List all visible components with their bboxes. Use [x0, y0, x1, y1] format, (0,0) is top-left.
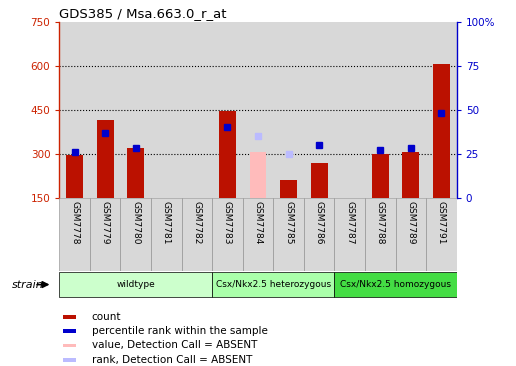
Text: GSM7778: GSM7778 — [70, 201, 79, 245]
Text: GSM7789: GSM7789 — [406, 201, 415, 245]
FancyBboxPatch shape — [273, 198, 304, 271]
Text: GSM7783: GSM7783 — [223, 201, 232, 245]
Bar — [304, 22, 334, 198]
Text: GSM7785: GSM7785 — [284, 201, 293, 245]
Text: GDS385 / Msa.663.0_r_at: GDS385 / Msa.663.0_r_at — [59, 7, 227, 20]
FancyBboxPatch shape — [59, 272, 212, 297]
FancyBboxPatch shape — [243, 198, 273, 271]
Bar — [66, 155, 83, 198]
FancyBboxPatch shape — [212, 272, 334, 297]
FancyBboxPatch shape — [334, 198, 365, 271]
Text: GSM7780: GSM7780 — [131, 201, 140, 245]
Bar — [219, 111, 236, 198]
Bar — [396, 22, 426, 198]
FancyBboxPatch shape — [59, 198, 90, 271]
FancyBboxPatch shape — [212, 198, 243, 271]
Text: strain: strain — [12, 280, 44, 290]
Bar — [151, 22, 182, 198]
Bar — [402, 152, 419, 198]
FancyBboxPatch shape — [426, 198, 457, 271]
Text: GSM7779: GSM7779 — [101, 201, 110, 245]
Bar — [212, 22, 243, 198]
Bar — [63, 315, 76, 319]
FancyBboxPatch shape — [365, 198, 396, 271]
FancyBboxPatch shape — [304, 198, 334, 271]
Text: Csx/Nkx2.5 heterozygous: Csx/Nkx2.5 heterozygous — [216, 280, 331, 289]
FancyBboxPatch shape — [120, 198, 151, 271]
Text: GSM7788: GSM7788 — [376, 201, 385, 245]
Bar — [250, 152, 266, 198]
Bar — [433, 64, 450, 198]
Bar — [120, 22, 151, 198]
Bar — [59, 22, 90, 198]
Bar — [63, 358, 76, 362]
FancyBboxPatch shape — [151, 198, 182, 271]
Text: GSM7791: GSM7791 — [437, 201, 446, 245]
Text: rank, Detection Call = ABSENT: rank, Detection Call = ABSENT — [92, 355, 252, 365]
Text: percentile rank within the sample: percentile rank within the sample — [92, 326, 268, 336]
Bar — [182, 22, 212, 198]
Text: Csx/Nkx2.5 homozygous: Csx/Nkx2.5 homozygous — [340, 280, 451, 289]
Bar — [273, 22, 304, 198]
Text: value, Detection Call = ABSENT: value, Detection Call = ABSENT — [92, 340, 257, 351]
Text: GSM7781: GSM7781 — [162, 201, 171, 245]
Bar — [280, 180, 297, 198]
Text: GSM7782: GSM7782 — [192, 201, 201, 245]
Text: GSM7784: GSM7784 — [253, 201, 263, 245]
Bar — [243, 22, 273, 198]
FancyBboxPatch shape — [334, 272, 457, 297]
FancyBboxPatch shape — [182, 198, 212, 271]
Bar — [426, 22, 457, 198]
Bar — [63, 329, 76, 333]
FancyBboxPatch shape — [396, 198, 426, 271]
FancyBboxPatch shape — [90, 198, 120, 271]
Bar — [365, 22, 396, 198]
Text: GSM7787: GSM7787 — [345, 201, 354, 245]
Bar — [127, 148, 144, 198]
Bar — [97, 120, 114, 198]
Text: count: count — [92, 312, 121, 322]
Bar — [90, 22, 120, 198]
Bar — [311, 163, 328, 198]
Bar — [63, 344, 76, 347]
Text: wildtype: wildtype — [117, 280, 155, 289]
Text: GSM7786: GSM7786 — [315, 201, 324, 245]
Bar — [372, 154, 389, 198]
Bar — [334, 22, 365, 198]
